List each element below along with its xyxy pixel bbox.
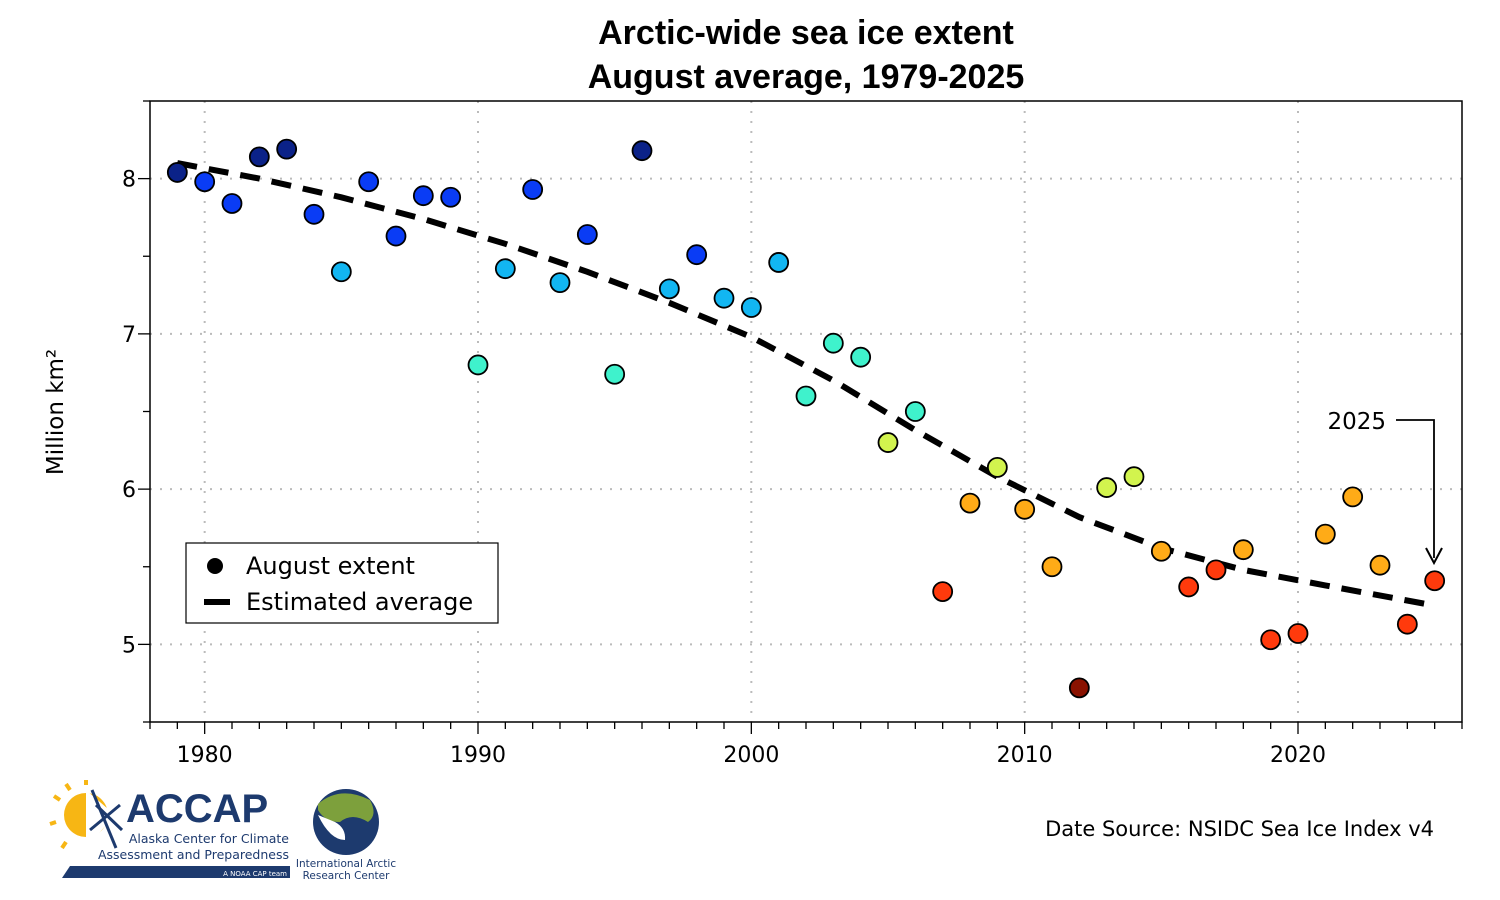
data-point-2008 [959, 492, 981, 514]
data-point-2010 [1014, 498, 1036, 520]
data-point-1985 [330, 261, 352, 283]
accap-wordmark: ACCAP [126, 787, 268, 831]
data-point-2007 [932, 581, 954, 602]
data-point-2009 [986, 456, 1008, 478]
data-point-1993 [549, 272, 571, 294]
accap-line1: Alaska Center for Climate [129, 831, 289, 846]
x-tick-labels: 1980 1990 2000 2010 2020 [177, 743, 1326, 768]
x-tick-label: 1990 [450, 743, 506, 768]
data-point-2015 [1150, 540, 1172, 562]
y-tick-label: 6 [122, 478, 136, 503]
y-axis-label: Million km² [43, 349, 69, 475]
data-point-2013 [1096, 477, 1118, 498]
plot-frame [149, 100, 1463, 723]
data-point-2014 [1123, 466, 1145, 488]
annotation-2025: 2025 [1327, 409, 1443, 566]
data-point-1999 [713, 287, 735, 309]
data-point-1997 [658, 278, 680, 300]
x-tick-label: 2010 [997, 743, 1053, 768]
annotation-label: 2025 [1327, 409, 1386, 435]
data-point-2006 [904, 401, 926, 422]
data-point-2022 [1342, 486, 1364, 508]
accap-line2: Assessment and Preparedness [98, 847, 289, 862]
data-point-2012 [1068, 677, 1090, 699]
y-tick-label: 5 [122, 633, 136, 658]
iarc-line2: Research Center [303, 870, 391, 882]
accap-tag: A NOAA CAP team [223, 870, 287, 878]
data-point-1983 [276, 138, 298, 160]
data-point-2004 [850, 346, 872, 368]
data-point-1986 [358, 171, 380, 193]
legend-label-extent: August extent [246, 552, 415, 580]
data-point-1984 [303, 203, 325, 225]
data-points [166, 138, 1446, 699]
axis-ticks [138, 100, 1463, 734]
legend: August extent Estimated average [185, 542, 499, 624]
y-tick-label: 8 [122, 168, 136, 193]
data-point-1992 [522, 179, 544, 200]
data-point-2025 [1424, 570, 1446, 592]
arrowhead-icon [1425, 547, 1443, 566]
x-tick-label: 2000 [723, 743, 779, 768]
data-point-1980 [194, 171, 216, 193]
accap-logo: ACCAP Alaska Center for Climate Assessme… [49, 780, 290, 878]
data-point-2017 [1205, 559, 1227, 581]
data-point-2019 [1260, 629, 1282, 651]
data-point-1996 [631, 140, 653, 162]
gridlines [150, 101, 1462, 722]
data-point-2023 [1369, 554, 1391, 576]
data-point-2024 [1396, 613, 1418, 635]
iarc-line1: International Arctic [296, 858, 396, 870]
data-point-2011 [1041, 556, 1063, 578]
chart-title-line2: August average, 1979-2025 [588, 58, 1025, 96]
y-tick-label: 7 [122, 323, 136, 348]
data-point-2000 [740, 297, 762, 318]
chart-title-line1: Arctic-wide sea ice extent [598, 14, 1014, 52]
data-source: Date Source: NSIDC Sea Ice Index v4 [1045, 817, 1434, 841]
data-point-1988 [412, 185, 434, 207]
data-point-2016 [1178, 576, 1200, 598]
legend-label-average: Estimated average [246, 588, 473, 616]
data-point-1990 [467, 354, 489, 376]
y-tick-labels: 5 6 7 8 [122, 168, 136, 659]
data-point-2018 [1232, 539, 1254, 561]
x-tick-label: 1980 [177, 743, 233, 768]
data-point-1989 [440, 186, 462, 208]
legend-box [185, 542, 499, 624]
legend-marker-dot [207, 558, 223, 574]
data-point-1987 [385, 225, 407, 247]
data-point-2001 [768, 252, 790, 273]
data-point-1982 [248, 146, 270, 168]
sun-snowflake-icon [49, 780, 124, 850]
annotation-arrow [1396, 419, 1435, 558]
estimated-average-line [176, 160, 1436, 609]
data-point-2003 [822, 332, 844, 354]
data-point-2021 [1314, 523, 1336, 545]
data-point-2005 [877, 432, 899, 453]
x-tick-label: 2020 [1270, 743, 1326, 768]
data-point-1998 [686, 244, 708, 266]
iarc-logo: International Arctic Research Center [296, 789, 396, 882]
data-point-1994 [576, 224, 598, 245]
data-point-2002 [795, 385, 817, 407]
data-point-1979 [166, 162, 188, 183]
data-point-1981 [221, 193, 243, 214]
data-point-1991 [494, 258, 516, 280]
data-point-2020 [1287, 623, 1309, 644]
data-point-1995 [604, 363, 626, 385]
